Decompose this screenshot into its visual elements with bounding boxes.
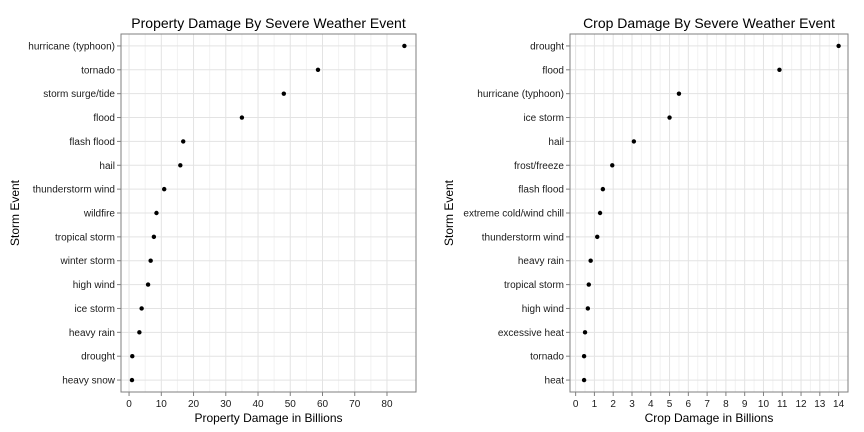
data-point	[151, 234, 157, 240]
y-tick-label: tropical storm	[55, 232, 115, 243]
x-axis-title: Crop Damage in Billions	[645, 411, 774, 425]
data-point	[145, 282, 151, 287]
x-tick-label: 60	[317, 399, 329, 410]
data-point	[588, 258, 593, 263]
x-tick-label: 6	[686, 399, 692, 410]
data-point	[154, 210, 159, 216]
y-tick-label: tornado	[530, 352, 564, 363]
data-point	[181, 139, 186, 144]
x-tick-label: 0	[573, 399, 579, 410]
y-tick-label: flash flood	[518, 185, 564, 196]
x-tick-label: 3	[629, 399, 635, 410]
data-point	[130, 354, 135, 359]
x-tick-label: 11	[777, 399, 788, 410]
data-point	[402, 43, 407, 49]
x-tick-label: 8	[723, 399, 729, 410]
y-tick-label: heavy rain	[518, 256, 564, 267]
y-tick-label: heavy rain	[69, 328, 115, 339]
y-axis-title: Storm Event	[8, 179, 22, 246]
x-tick-label: 30	[220, 399, 232, 410]
y-tick-label: hail	[548, 137, 564, 148]
y-tick-label: winter storm	[60, 256, 115, 267]
y-tick-label: hail	[99, 161, 115, 172]
x-tick-label: 20	[188, 399, 200, 410]
y-tick-label: flood	[93, 113, 115, 124]
y-tick-label: drought	[530, 41, 564, 52]
data-point	[137, 330, 142, 335]
data-point	[631, 139, 637, 144]
y-tick-label: ice storm	[74, 304, 115, 315]
data-point	[586, 282, 591, 287]
y-tick-label: excessive heat	[498, 328, 564, 339]
data-point	[582, 330, 588, 335]
data-point	[777, 67, 782, 73]
y-tick-label: extreme cold/wind chill	[463, 209, 564, 220]
plot-frame	[120, 33, 417, 393]
data-point	[667, 115, 672, 120]
chart-panel-1: 0 10 20 30 40 50 60 70 80 hurricane (typhoon) torn…	[8, 15, 417, 425]
y-tick-label: heavy snow	[62, 376, 116, 387]
y-tick-label: flash flood	[69, 137, 115, 148]
y-tick-label: tornado	[81, 65, 115, 76]
data-point	[595, 234, 600, 240]
y-tick-label: storm surge/tide	[43, 89, 115, 100]
y-tick-label: frost/freeze	[514, 161, 564, 172]
data-point	[129, 377, 135, 383]
data-point	[836, 43, 841, 49]
data-point	[597, 210, 603, 216]
x-tick-label: 14	[833, 399, 845, 410]
y-tick-label: thunderstorm wind	[33, 185, 115, 196]
x-tick-label: 9	[742, 399, 748, 410]
y-tick-label: thunderstorm wind	[482, 232, 564, 243]
chart-title: Crop Damage By Severe Weather Event	[583, 15, 835, 31]
data-point	[162, 186, 167, 192]
x-tick-label: 80	[381, 399, 393, 410]
data-point	[315, 67, 321, 73]
y-tick-label: ice storm	[523, 113, 564, 124]
y-tick-label: tropical storm	[504, 280, 564, 291]
y-tick-label: flood	[542, 65, 564, 76]
x-tick-label: 5	[667, 399, 673, 410]
data-point	[148, 258, 153, 263]
y-tick-label: drought	[81, 352, 115, 363]
y-tick-label: high wind	[73, 280, 115, 291]
data-point	[139, 306, 144, 311]
data-point	[581, 354, 587, 359]
data-point	[585, 306, 591, 311]
y-tick-label: high wind	[522, 304, 564, 315]
x-tick-label: 0	[126, 399, 132, 410]
x-tick-label: 10	[156, 399, 168, 410]
data-point	[239, 115, 245, 120]
data-point	[676, 91, 682, 96]
x-tick-label: 2	[610, 399, 616, 410]
data-point	[600, 186, 606, 192]
x-tick-label: 40	[252, 399, 264, 410]
x-tick-label: 50	[285, 399, 297, 410]
y-tick-label: hurricane (typhoon)	[28, 41, 115, 52]
x-tick-label: 13	[814, 399, 826, 410]
x-tick-label: 70	[349, 399, 361, 410]
y-tick-label: hurricane (typhoon)	[477, 89, 564, 100]
plot-frame	[569, 33, 849, 393]
data-point	[610, 163, 615, 168]
x-tick-label: 12	[795, 399, 807, 410]
x-tick-label: 10	[758, 399, 770, 410]
chart-panel-2: 0 1 2 3 4 5 6 7 8 9 10 11 12 13 14droughtfloodhurrican…	[442, 15, 849, 425]
y-axis-title: Storm Event	[442, 179, 456, 246]
y-tick-label: heat	[545, 376, 565, 387]
x-tick-label: 1	[592, 399, 598, 410]
data-point	[178, 163, 183, 168]
y-tick-label: wildfire	[83, 209, 116, 220]
x-tick-label: 4	[648, 399, 654, 410]
data-point	[581, 377, 587, 383]
chart-title: Property Damage By Severe Weather Event	[131, 15, 406, 31]
data-point	[281, 91, 287, 96]
x-axis-title: Property Damage in Billions	[194, 411, 342, 425]
x-tick-label: 7	[704, 399, 710, 410]
